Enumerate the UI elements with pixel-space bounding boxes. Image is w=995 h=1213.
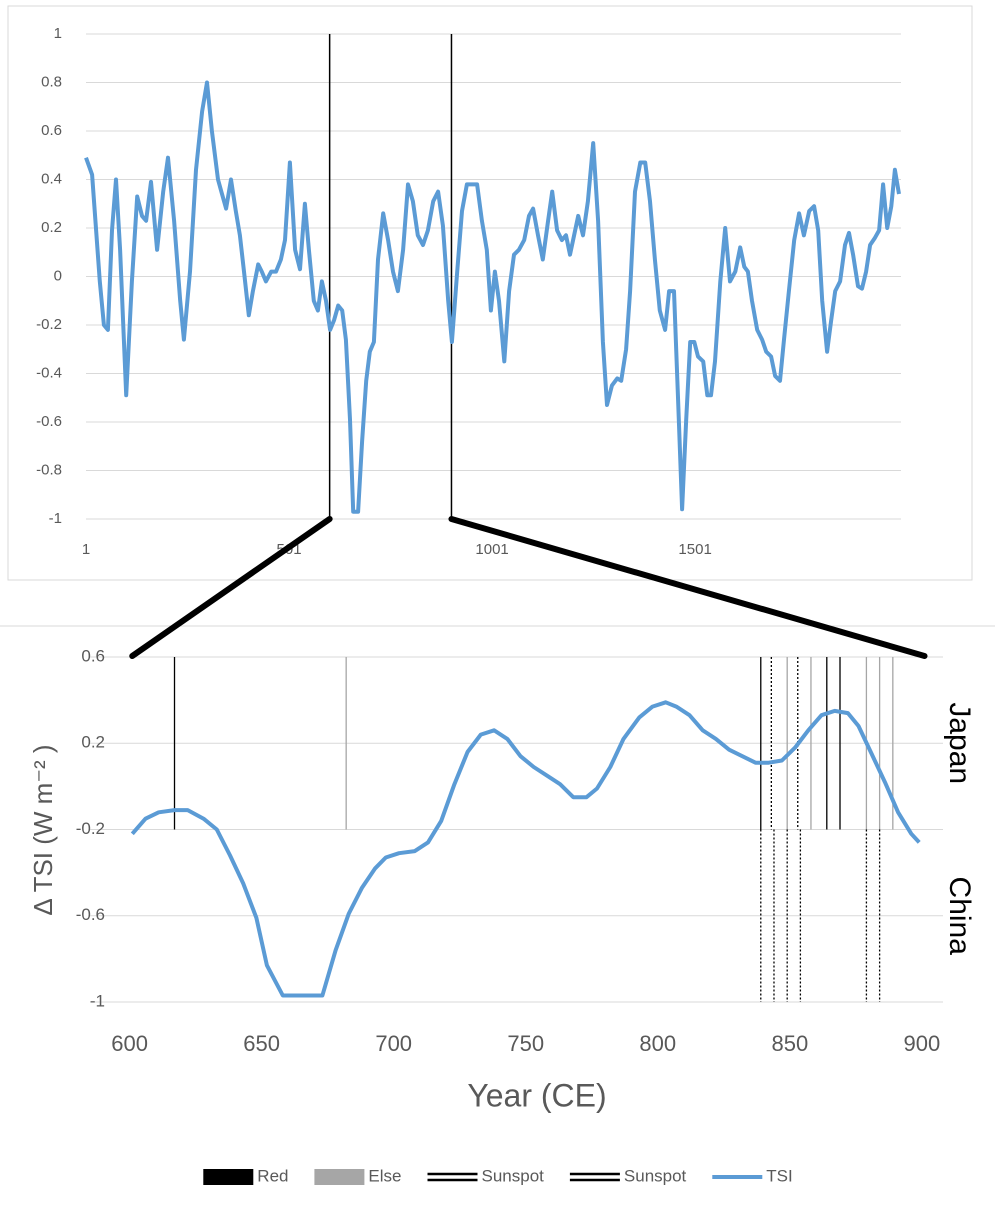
y-tick-label: -0.4 <box>36 364 62 381</box>
legend-label: Red <box>257 1166 288 1185</box>
y-tick-label: 0.6 <box>41 122 62 139</box>
y-tick-label: -1 <box>90 991 105 1010</box>
x-tick-label: 1001 <box>475 541 508 558</box>
y-tick-label: -0.6 <box>76 905 105 924</box>
y-tick-label: -0.2 <box>36 316 62 333</box>
tsi-line <box>130 700 921 998</box>
legend-swatch <box>203 1169 254 1185</box>
legend-item: Sunspot <box>569 1166 687 1185</box>
y-tick-label: 0 <box>54 267 62 284</box>
y-tick-label: 1 <box>54 25 62 42</box>
x-tick-label: 800 <box>639 1031 676 1056</box>
legend-label: Else <box>368 1166 401 1185</box>
x-tick-label: 650 <box>243 1031 280 1056</box>
legend-item: Red <box>203 1166 288 1185</box>
x-tick-label: 600 <box>111 1031 148 1056</box>
legend-label: TSI <box>766 1166 792 1185</box>
y-tick-label: 0.2 <box>41 219 62 236</box>
legend-label: Sunspot <box>624 1166 687 1185</box>
tsi-line <box>84 80 901 514</box>
zoom-connector <box>448 516 928 659</box>
x-axis-title: Year (CE) <box>467 1077 606 1113</box>
top-chart-frame <box>7 5 973 581</box>
legend-swatch-part <box>314 1169 365 1185</box>
legend-swatch <box>427 1172 478 1182</box>
x-tick-label: 900 <box>904 1031 941 1056</box>
x-tick-label: 1501 <box>678 541 711 558</box>
y-tick-label: -0.6 <box>36 413 62 430</box>
y-tick-label: 0.4 <box>41 170 62 187</box>
y-tick-label: -1 <box>49 510 62 527</box>
x-tick-label: 850 <box>771 1031 808 1056</box>
legend-swatch <box>569 1172 620 1182</box>
x-tick-label: 750 <box>507 1031 544 1056</box>
y-tick-label: 0.8 <box>41 73 62 90</box>
y-tick-label: 0.6 <box>81 646 105 665</box>
band-label: Japan <box>943 702 976 784</box>
y-tick-label: 0.2 <box>81 733 105 752</box>
legend-swatch <box>314 1169 365 1185</box>
y-tick-label: -0.8 <box>36 461 62 478</box>
y-axis-title: Δ TSI (W m⁻² ) <box>28 744 58 915</box>
band-label: China <box>943 877 976 956</box>
x-tick-label: 1 <box>82 541 90 558</box>
x-tick-label: 700 <box>375 1031 412 1056</box>
legend-item: Else <box>314 1166 401 1185</box>
zoom-connector <box>129 516 333 659</box>
legend-label: Sunspot <box>482 1166 545 1185</box>
legend-swatch-part <box>203 1169 254 1185</box>
y-tick-label: -0.2 <box>76 819 105 838</box>
legend-item: TSI <box>712 1166 793 1185</box>
legend-item: Sunspot <box>427 1166 545 1185</box>
